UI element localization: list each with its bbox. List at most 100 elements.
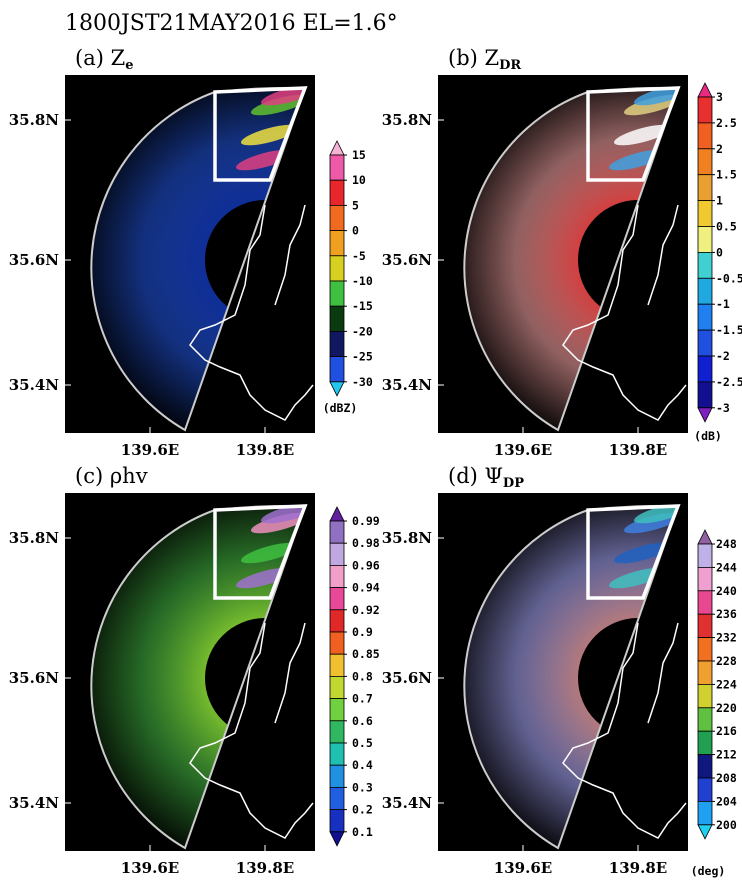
panel-label-text: (b) Z [448, 46, 499, 70]
colorbar-segment [697, 613, 713, 639]
y-tick-label: 35.6N [9, 251, 60, 269]
colorbar-segment [329, 720, 345, 744]
colorbar-segment [697, 200, 713, 227]
colorbar-segment [329, 587, 345, 611]
coastline [562, 622, 687, 839]
colorbar-cap [329, 381, 345, 397]
colorbar-cap [697, 824, 713, 840]
inset-box [213, 86, 308, 182]
x-tick-label: 139.8E [236, 441, 294, 459]
colorbar-segment [697, 381, 713, 409]
colorbar-label: 220 [716, 701, 737, 715]
colorbar-label: -30 [352, 375, 373, 389]
colorbar-label: 1 [716, 194, 723, 208]
panel-label-subscript: e [125, 58, 133, 73]
colorbar-segment [329, 565, 345, 589]
colorbar-unit: (deg) [691, 864, 726, 878]
map-panel [65, 75, 315, 433]
panel-label-text: (a) Z [75, 46, 125, 70]
colorbar-label: -10 [352, 274, 373, 288]
colorbar-label: 5 [352, 198, 359, 212]
x-tick-label: 139.6E [121, 859, 179, 877]
colorbar-segment [697, 329, 713, 357]
panel-label-subscript: DP [503, 476, 524, 491]
colorbar-segment [329, 356, 345, 383]
colorbar-cap [329, 831, 345, 847]
colorbar-segment [697, 543, 713, 568]
panel-label-text: (c) ρhv [75, 464, 148, 488]
colorbar-segment [697, 174, 713, 201]
colorbar-label: 2 [716, 142, 723, 156]
colorbar-label: -25 [352, 350, 373, 364]
colorbar-segment [697, 148, 713, 176]
panel-label: (d) ΨDP [448, 464, 524, 491]
colorbar-cap [697, 529, 713, 545]
colorbar-segment [697, 251, 713, 279]
colorbar-segment [329, 280, 345, 307]
colorbar-label: 0.5 [716, 220, 737, 234]
colorbar-segment [329, 809, 345, 833]
y-tick-label: 35.6N [9, 669, 60, 687]
x-tick-label: 139.8E [236, 859, 294, 877]
x-tick-label: 139.8E [609, 441, 667, 459]
coastline [274, 622, 306, 724]
inset-echo [240, 124, 300, 146]
colorbar-cap [329, 140, 345, 156]
colorbar-label: 0 [716, 245, 723, 259]
colorbar-label: 204 [716, 794, 737, 808]
colorbar-label: 0.6 [352, 714, 373, 728]
colorbar-segment [329, 330, 345, 357]
colorbar-label: 0.9 [352, 625, 373, 639]
colorbar-label: 0.98 [352, 536, 380, 550]
colorbar-segment [697, 730, 713, 756]
colorbar-segment [697, 226, 713, 253]
inset-echo [613, 124, 673, 146]
colorbar-segment [697, 801, 713, 826]
colorbar-label: -1 [716, 297, 730, 311]
colorbar-label: 1.5 [716, 168, 737, 182]
colorbar-label: -1.5 [716, 323, 742, 337]
colorbar-label: 208 [716, 771, 737, 785]
colorbar-segment [329, 179, 345, 206]
inset-echo [613, 542, 673, 564]
y-tick-label: 35.8N [382, 529, 433, 547]
colorbar-segment [329, 609, 345, 633]
colorbar-unit: (dBZ) [323, 401, 358, 415]
colorbar-label: -3 [716, 401, 730, 415]
panel-label-subscript: DR [499, 58, 521, 73]
x-tick-label: 139.6E [494, 859, 552, 877]
colorbar-label: 240 [716, 584, 737, 598]
colorbar-cap [329, 506, 345, 522]
colorbar-segment [329, 653, 345, 677]
colorbar-segment [329, 676, 345, 700]
coastline [562, 204, 687, 421]
colorbar-label: 2.5 [716, 116, 737, 130]
coastline [189, 622, 314, 839]
colorbar-segment [697, 590, 713, 615]
x-tick-label: 139.8E [609, 859, 667, 877]
coastline [189, 204, 314, 421]
colorbar-segment [697, 777, 713, 802]
colorbar-segment [697, 277, 713, 305]
colorbar-segment [329, 154, 345, 181]
coastline [647, 204, 679, 306]
colorbar-segment [329, 698, 345, 722]
colorbar-label: 0.3 [352, 780, 373, 794]
colorbar-segment [697, 122, 713, 150]
colorbar-segment [697, 660, 713, 685]
y-tick-label: 35.6N [382, 251, 433, 269]
colorbar-segment [329, 305, 345, 332]
map-panel [438, 493, 688, 851]
inset-box [213, 504, 308, 600]
colorbar-label: -0.5 [716, 271, 742, 285]
colorbar-segment [329, 542, 345, 566]
colorbar-segment [697, 707, 713, 732]
colorbar-segment [329, 764, 345, 788]
colorbar-cap [697, 407, 713, 423]
coastline [647, 622, 679, 724]
inset-box [586, 504, 681, 600]
colorbar-label: -20 [352, 324, 373, 338]
colorbar-label: 3 [716, 90, 723, 104]
coastline [274, 204, 306, 306]
colorbar-label: -5 [352, 249, 366, 263]
